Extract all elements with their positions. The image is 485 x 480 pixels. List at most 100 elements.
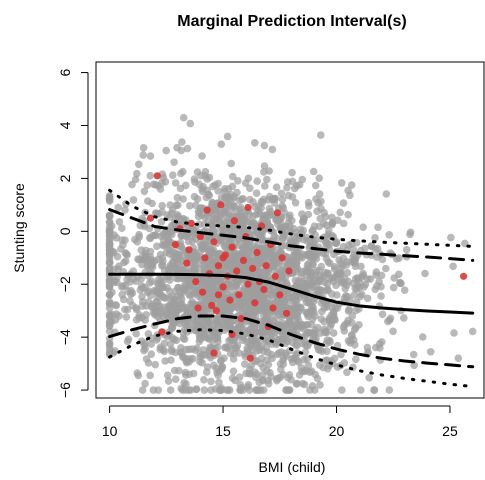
background-point bbox=[300, 337, 309, 346]
background-point bbox=[142, 355, 151, 363]
background-point bbox=[344, 210, 352, 219]
background-point bbox=[343, 368, 351, 377]
background-point bbox=[250, 219, 258, 227]
background-point bbox=[254, 386, 263, 394]
background-point bbox=[135, 230, 143, 239]
background-point bbox=[157, 218, 166, 226]
mean-curve bbox=[108, 272, 475, 315]
background-point bbox=[105, 250, 114, 259]
background-point bbox=[142, 311, 150, 319]
background-point bbox=[205, 173, 214, 182]
background-point bbox=[132, 329, 140, 338]
background-point bbox=[147, 350, 156, 359]
highlighted-point bbox=[285, 267, 293, 275]
background-point bbox=[138, 292, 146, 301]
background-point bbox=[245, 211, 254, 219]
background-point bbox=[201, 351, 209, 359]
background-point bbox=[346, 336, 355, 345]
background-point bbox=[268, 261, 277, 270]
background-point bbox=[195, 220, 204, 228]
background-point bbox=[244, 294, 252, 302]
background-point bbox=[272, 183, 281, 191]
background-point bbox=[194, 321, 202, 329]
background-point bbox=[215, 322, 223, 331]
background-point bbox=[153, 242, 161, 251]
background-point bbox=[343, 268, 352, 277]
background-point bbox=[171, 310, 179, 319]
background-point bbox=[216, 357, 225, 365]
y-tick-label: 4 bbox=[57, 121, 73, 129]
background-point bbox=[323, 285, 332, 293]
background-point bbox=[217, 384, 226, 392]
background-point bbox=[230, 279, 238, 287]
highlighted-point bbox=[239, 256, 248, 264]
background-point bbox=[146, 255, 155, 264]
background-point bbox=[361, 244, 369, 253]
background-point bbox=[340, 321, 349, 329]
background-point bbox=[308, 315, 317, 323]
highlighted-point bbox=[253, 248, 261, 257]
background-point bbox=[355, 321, 363, 329]
background-point bbox=[200, 376, 208, 384]
background-point bbox=[146, 171, 155, 180]
background-point bbox=[364, 275, 372, 284]
background-point bbox=[213, 314, 222, 322]
background-point bbox=[214, 179, 222, 188]
background-point bbox=[312, 195, 320, 203]
background-point bbox=[308, 272, 317, 281]
background-point bbox=[140, 222, 149, 231]
background-point bbox=[468, 327, 477, 336]
background-point bbox=[238, 195, 246, 203]
background-point bbox=[351, 256, 359, 264]
background-point bbox=[265, 246, 274, 255]
background-point bbox=[277, 365, 285, 374]
x-tick-label: 20 bbox=[329, 423, 345, 439]
background-point bbox=[305, 202, 313, 210]
background-point bbox=[252, 189, 261, 197]
background-point bbox=[139, 144, 148, 152]
background-point bbox=[134, 371, 143, 380]
highlighted-point bbox=[278, 254, 286, 262]
background-point bbox=[244, 348, 252, 357]
background-point bbox=[293, 309, 302, 318]
highlighted-point bbox=[212, 307, 220, 315]
background-point bbox=[357, 262, 365, 271]
background-point bbox=[205, 290, 214, 298]
background-point bbox=[158, 201, 166, 210]
background-point bbox=[329, 277, 338, 286]
background-point bbox=[284, 191, 293, 200]
background-point bbox=[389, 327, 397, 336]
background-point bbox=[154, 386, 163, 394]
background-point bbox=[309, 167, 318, 176]
background-point bbox=[180, 325, 189, 334]
background-point bbox=[105, 318, 114, 327]
background-point bbox=[156, 289, 164, 298]
background-point bbox=[350, 291, 359, 299]
highlighted-point bbox=[219, 283, 227, 291]
background-point bbox=[105, 349, 114, 357]
background-point bbox=[261, 182, 269, 190]
background-point bbox=[121, 257, 130, 265]
background-point bbox=[161, 357, 169, 365]
background-point bbox=[195, 333, 204, 342]
background-point bbox=[234, 228, 243, 236]
background-point bbox=[148, 199, 156, 208]
background-point bbox=[166, 386, 175, 394]
background-point bbox=[280, 231, 288, 240]
highlighted-point bbox=[249, 264, 257, 272]
background-point bbox=[292, 303, 301, 312]
background-point bbox=[292, 380, 301, 388]
highlighted-point bbox=[217, 201, 225, 209]
background-point bbox=[311, 181, 320, 190]
highlighted-point bbox=[230, 217, 238, 225]
background-point bbox=[371, 234, 379, 242]
background-point bbox=[118, 290, 126, 299]
background-point bbox=[151, 360, 160, 369]
background-point bbox=[202, 297, 210, 305]
prediction-interval-curve bbox=[108, 208, 475, 262]
highlighted-point bbox=[187, 219, 195, 227]
background-point bbox=[283, 183, 291, 192]
background-point bbox=[350, 326, 359, 334]
background-point bbox=[406, 230, 414, 239]
background-point bbox=[122, 313, 131, 321]
